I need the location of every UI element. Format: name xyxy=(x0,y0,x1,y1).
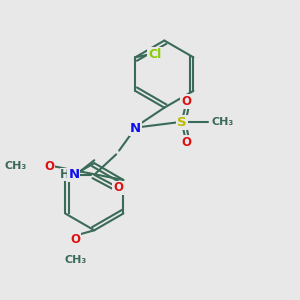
Text: O: O xyxy=(181,136,191,149)
Text: O: O xyxy=(181,95,191,108)
Text: CH₃: CH₃ xyxy=(5,161,27,171)
Text: S: S xyxy=(177,116,187,129)
Text: H: H xyxy=(60,168,70,181)
Text: O: O xyxy=(70,232,80,245)
Text: CH₃: CH₃ xyxy=(64,255,86,265)
Text: Cl: Cl xyxy=(148,48,162,61)
Text: O: O xyxy=(44,160,54,172)
Text: N: N xyxy=(68,168,80,181)
Text: CH₃: CH₃ xyxy=(211,117,233,127)
Text: N: N xyxy=(130,122,141,135)
Text: O: O xyxy=(113,182,123,194)
